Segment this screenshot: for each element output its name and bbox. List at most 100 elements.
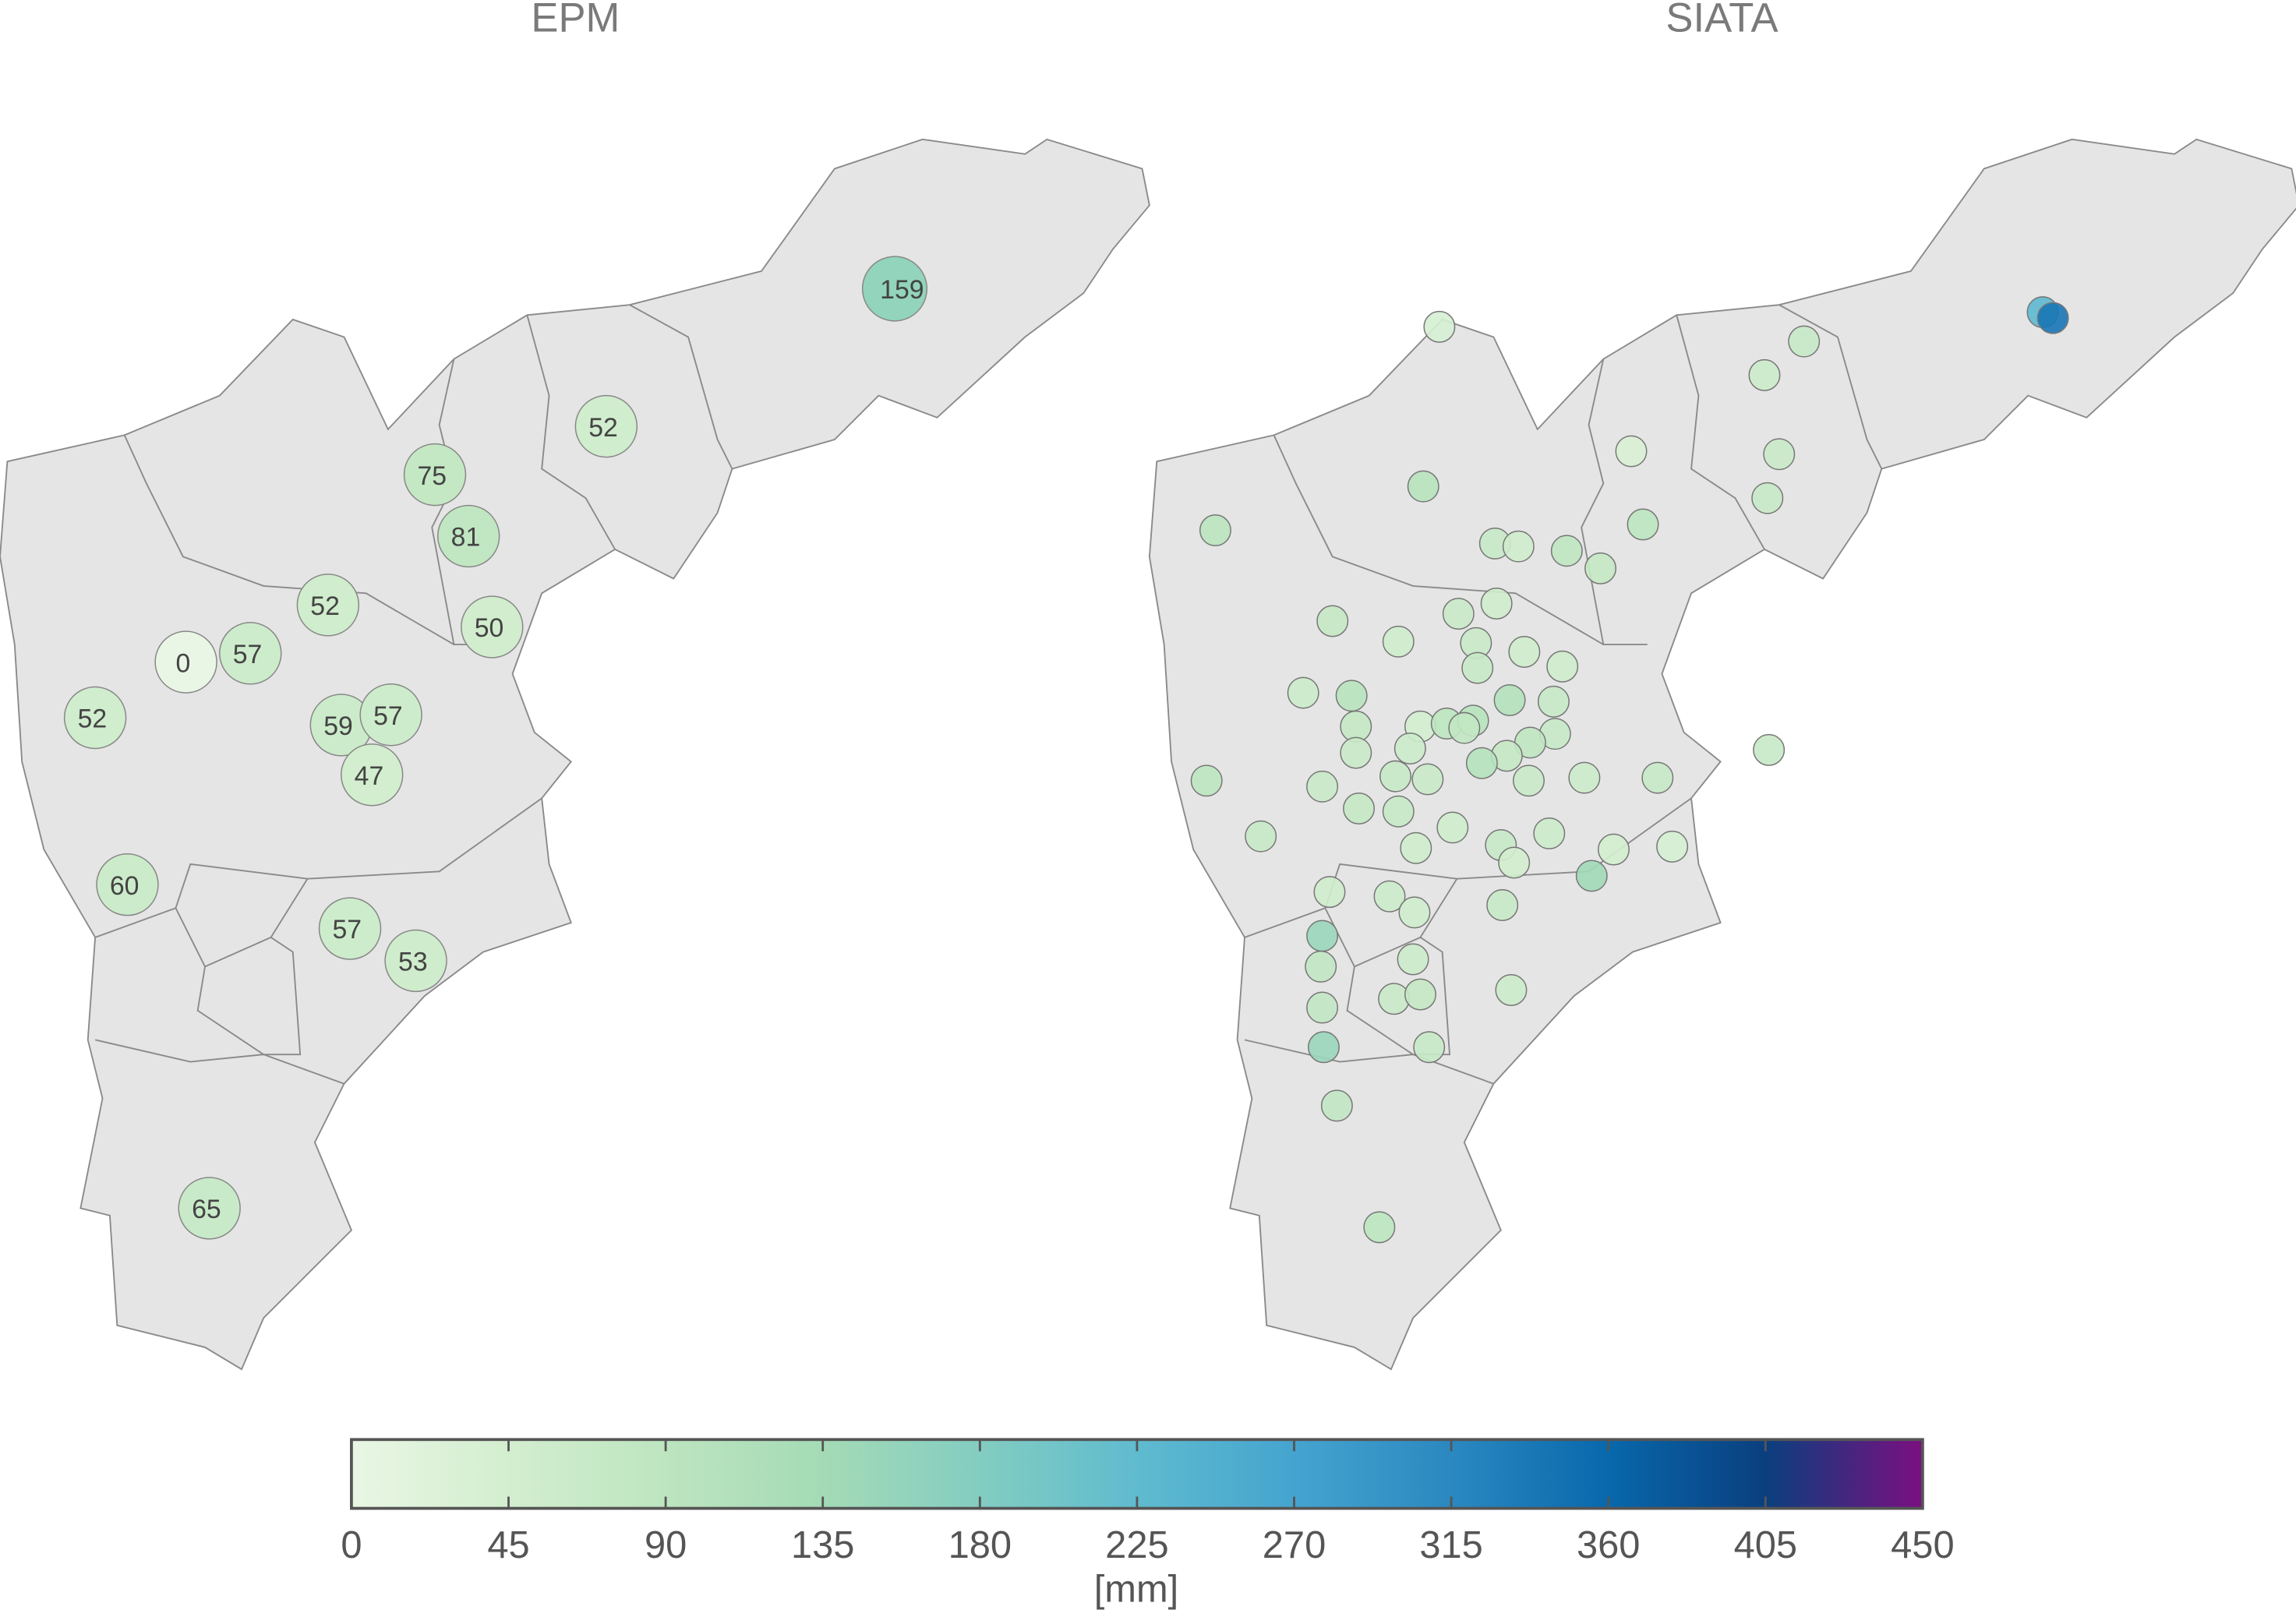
siata-stations <box>1190 296 2069 1244</box>
station-value: 59 <box>323 711 353 741</box>
station <box>1245 820 1277 853</box>
station <box>1306 920 1339 952</box>
station <box>1508 635 1541 668</box>
colorbar-label: [mm] <box>1094 1569 1178 1611</box>
station <box>1537 685 1570 718</box>
station <box>1413 1031 1446 1064</box>
station <box>1550 535 1583 567</box>
station <box>1597 833 1630 866</box>
epm-map <box>0 138 1150 1371</box>
station-value: 57 <box>332 915 362 944</box>
station <box>1584 552 1617 584</box>
station-value: 47 <box>355 761 384 791</box>
tick-label: 90 <box>645 1524 687 1566</box>
epm-stations: 159 52 75 81 52 50 0 57 52 59 57 47 60 57 53 65 <box>63 256 928 1240</box>
station <box>1436 811 1469 844</box>
station <box>341 743 404 807</box>
station <box>1306 770 1339 803</box>
station <box>1461 651 1494 684</box>
station <box>1404 978 1436 1011</box>
station <box>318 897 382 960</box>
station <box>219 622 282 685</box>
station <box>1502 530 1535 563</box>
station <box>63 686 127 750</box>
station <box>1753 733 1786 766</box>
station-value: 52 <box>310 591 340 621</box>
station <box>1305 950 1337 983</box>
station <box>1287 676 1319 709</box>
station <box>1382 625 1415 658</box>
station <box>1411 763 1444 796</box>
station <box>1788 325 1821 358</box>
station <box>1533 817 1566 849</box>
station <box>1400 831 1432 864</box>
station <box>1335 680 1368 712</box>
station <box>1306 991 1339 1024</box>
station <box>1343 793 1376 824</box>
station-value: 159 <box>880 275 924 305</box>
station <box>1513 764 1545 797</box>
tick-label: 180 <box>948 1524 1012 1566</box>
station <box>1442 598 1475 630</box>
station <box>1656 830 1689 863</box>
station <box>1307 1031 1340 1064</box>
station <box>861 256 928 322</box>
station <box>1480 587 1513 620</box>
station <box>1486 889 1519 921</box>
station <box>437 504 500 568</box>
siata-map <box>1148 138 2296 1371</box>
station <box>1397 943 1429 976</box>
tick-label: 315 <box>1419 1524 1482 1566</box>
station <box>96 853 159 916</box>
tick-label: 450 <box>1891 1524 1954 1566</box>
station-value: 57 <box>373 701 403 731</box>
station <box>1493 683 1526 716</box>
station <box>1568 761 1601 794</box>
tick-label: 135 <box>791 1524 854 1566</box>
station <box>1448 711 1481 744</box>
tick-label: 270 <box>1263 1524 1326 1566</box>
station <box>178 1177 241 1240</box>
tick-label: 225 <box>1105 1524 1168 1566</box>
station <box>296 574 360 637</box>
station <box>1423 310 1456 343</box>
station <box>1465 747 1498 779</box>
panel-title: EPM <box>531 0 620 41</box>
tick-label: 0 <box>341 1524 362 1566</box>
station-value: 57 <box>233 640 263 669</box>
station-value: 81 <box>451 523 481 553</box>
station <box>1190 764 1223 797</box>
panel-title: SIATA <box>1665 0 1778 41</box>
tick-label: 360 <box>1577 1524 1640 1566</box>
station <box>359 683 422 747</box>
station-value: 60 <box>110 871 140 901</box>
station <box>1398 896 1431 929</box>
station <box>1498 846 1531 879</box>
station <box>574 394 638 458</box>
station-value: 53 <box>398 948 428 977</box>
station-value: 50 <box>475 613 504 643</box>
station <box>1316 605 1349 637</box>
station <box>1751 482 1784 514</box>
station <box>1382 795 1415 828</box>
station <box>1378 983 1411 1015</box>
station <box>1363 1211 1396 1244</box>
station <box>403 443 467 507</box>
station <box>1763 438 1796 471</box>
station <box>1546 650 1579 683</box>
station <box>1407 470 1439 503</box>
tick-label: 405 <box>1734 1524 1797 1566</box>
station-value: 52 <box>588 413 618 443</box>
station <box>384 929 447 993</box>
station <box>1615 435 1648 468</box>
station <box>1340 736 1372 769</box>
station <box>1313 876 1346 909</box>
station <box>2036 302 2069 334</box>
station <box>1748 358 1781 391</box>
station <box>1627 508 1659 541</box>
tick-label: 45 <box>487 1524 529 1566</box>
station-value: 0 <box>175 648 190 678</box>
station <box>461 595 524 658</box>
